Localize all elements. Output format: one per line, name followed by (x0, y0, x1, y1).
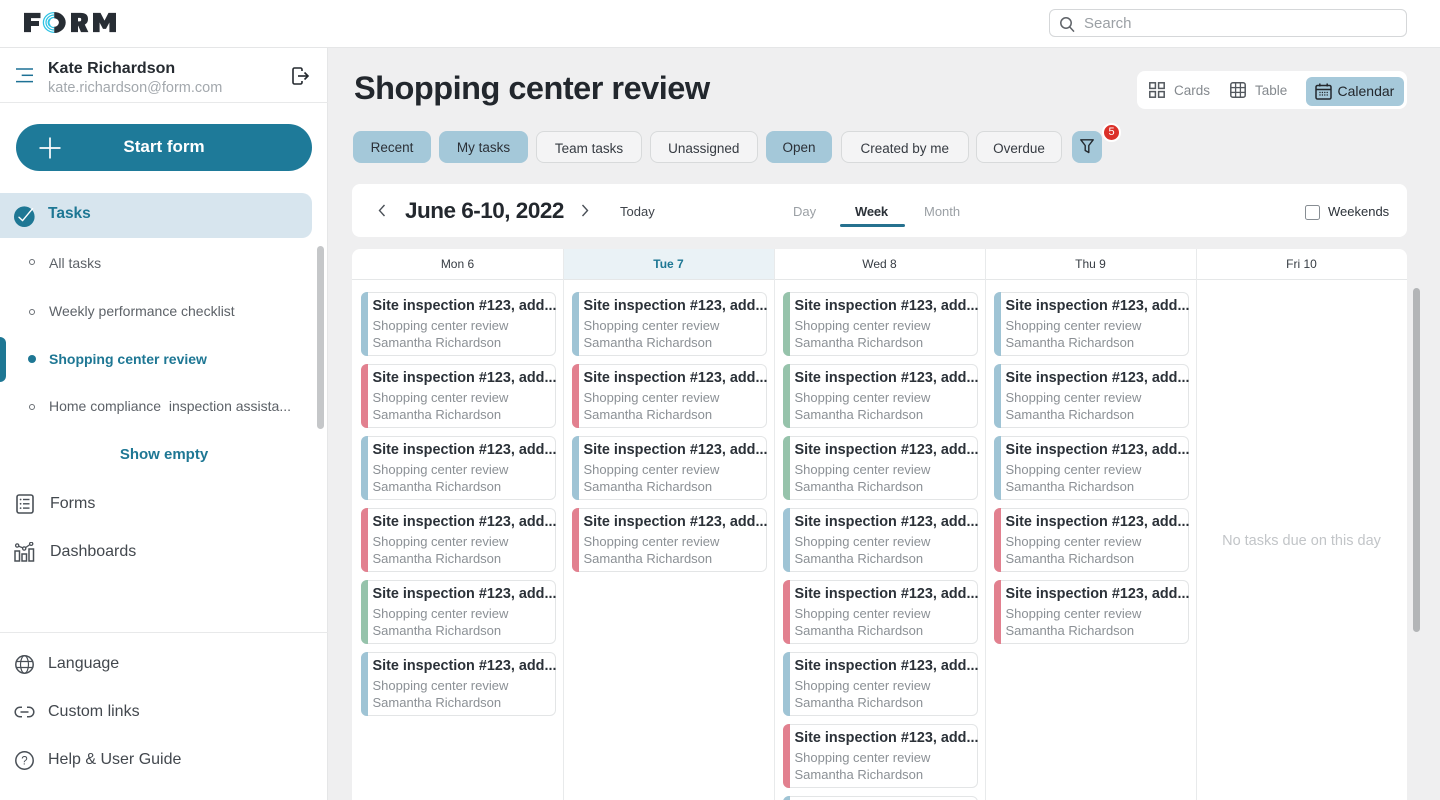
svg-text:?: ? (21, 756, 27, 768)
